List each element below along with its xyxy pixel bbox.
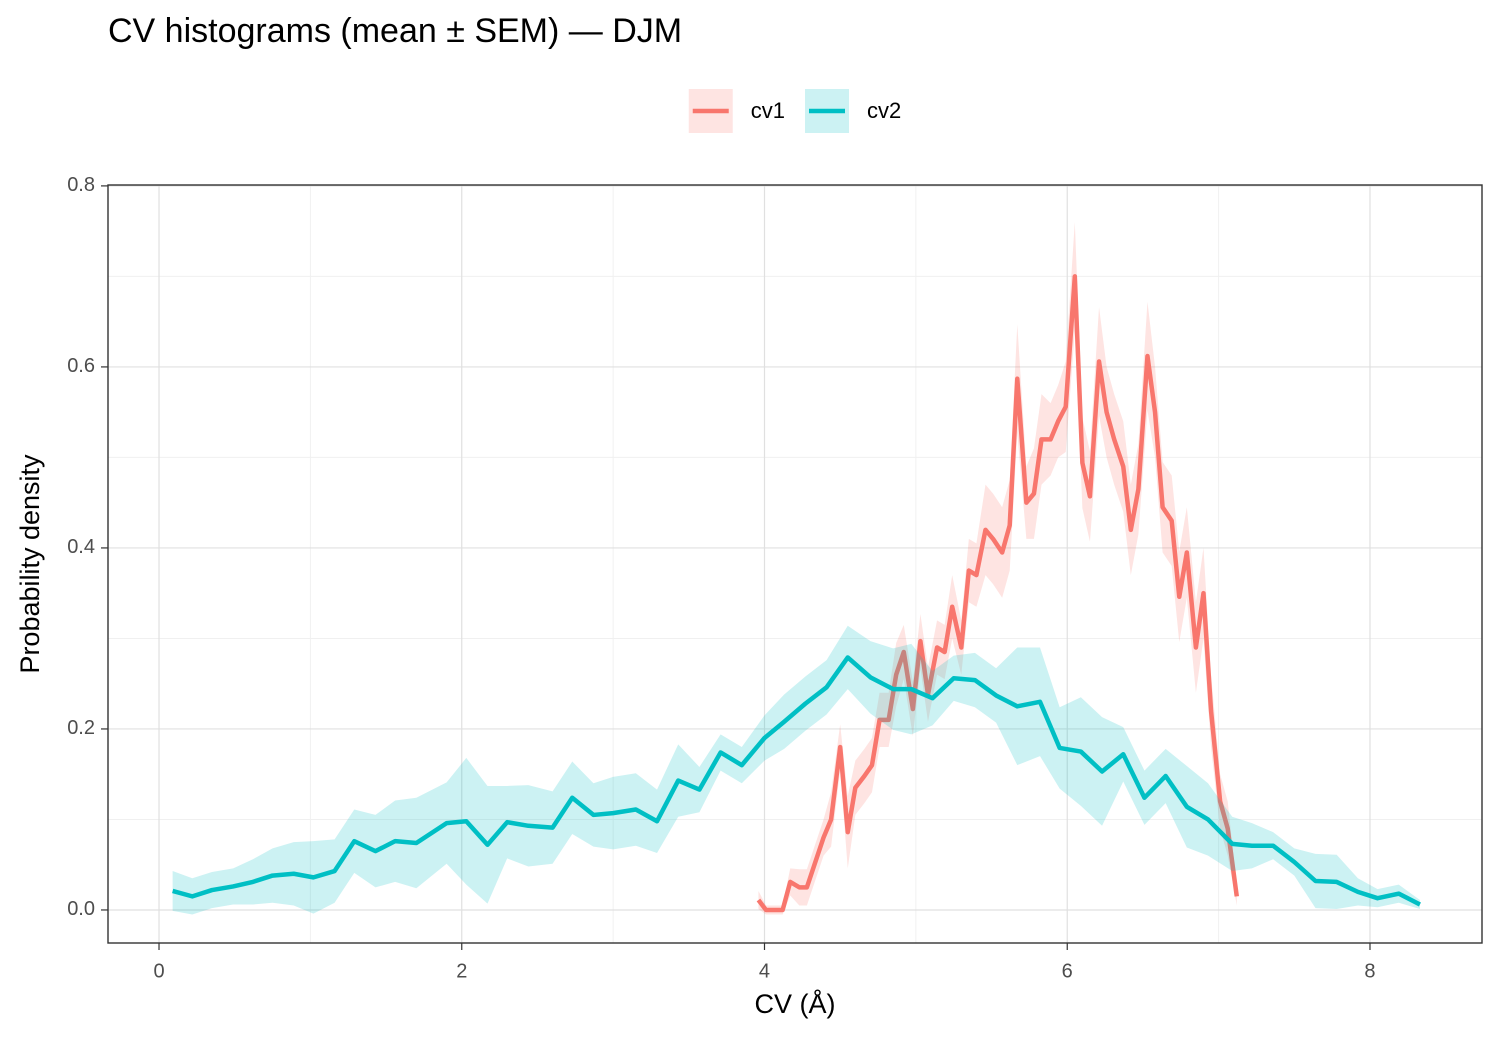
y-tick-label: 0.6 [67,355,95,377]
y-tick-label: 0.0 [67,898,95,920]
y-tick-label: 0.2 [67,717,95,739]
x-tick-label: 4 [759,960,770,982]
legend-label: cv1 [751,98,785,123]
x-tick-label: 0 [153,960,164,982]
chart-title: CV histograms (mean ± SEM) — DJM [108,12,682,50]
legend-label: cv2 [867,98,901,123]
y-axis-label: Probability density [15,454,45,674]
line [756,274,1240,913]
x-tick-label: 2 [456,960,467,982]
plot-border [107,184,1483,944]
plot-background [108,185,1482,943]
x-tick-label: 6 [1062,960,1073,982]
x-tick-label: 8 [1364,960,1375,982]
line [172,655,1421,907]
y-tick-label: 0.8 [67,174,95,196]
x-axis-label: CV (Å) [755,988,836,1019]
legend: cv1 cv2 [688,89,901,133]
y-tick-label: 0.4 [67,536,95,558]
